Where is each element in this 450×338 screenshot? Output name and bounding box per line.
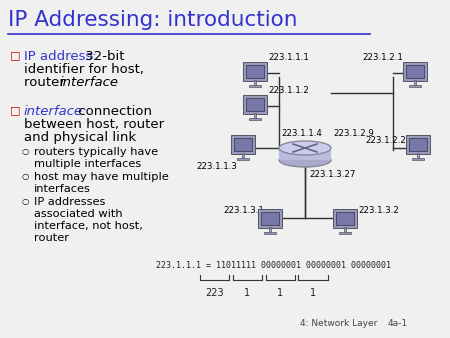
Text: interface, not host,: interface, not host, (34, 221, 143, 231)
FancyBboxPatch shape (243, 62, 267, 81)
Text: identifier for host,: identifier for host, (24, 63, 144, 76)
Text: 223.1.2.9: 223.1.2.9 (333, 129, 374, 138)
Text: 223.1.1.1: 223.1.1.1 (268, 53, 309, 62)
Bar (254, 80, 256, 85)
Bar (412, 158, 424, 160)
Text: ○: ○ (22, 197, 29, 206)
Text: routers typically have: routers typically have (34, 147, 158, 157)
FancyBboxPatch shape (231, 135, 255, 154)
Text: IP addresses: IP addresses (34, 197, 105, 207)
Text: 1: 1 (244, 288, 250, 298)
FancyBboxPatch shape (261, 212, 279, 225)
Text: multiple interfaces: multiple interfaces (34, 159, 141, 169)
Text: 1: 1 (310, 288, 316, 298)
Bar (237, 158, 249, 160)
Text: □: □ (10, 105, 21, 115)
Bar (242, 153, 244, 158)
Bar (409, 85, 421, 87)
Bar (414, 80, 416, 85)
Bar (339, 232, 351, 234)
FancyBboxPatch shape (246, 65, 264, 78)
Text: IP Addressing: introduction: IP Addressing: introduction (8, 10, 297, 30)
FancyBboxPatch shape (258, 209, 282, 228)
Text: 32-bit: 32-bit (81, 50, 125, 63)
FancyBboxPatch shape (336, 212, 354, 225)
FancyBboxPatch shape (234, 138, 252, 151)
Text: 1: 1 (277, 288, 283, 298)
Text: 223.1.1.4: 223.1.1.4 (281, 129, 322, 138)
Text: connection: connection (74, 105, 152, 118)
Text: 223: 223 (205, 288, 224, 298)
Bar (254, 113, 256, 118)
Text: router: router (24, 76, 69, 89)
Text: 223.1.3.2: 223.1.3.2 (358, 206, 399, 215)
Bar (249, 118, 261, 120)
Text: 223.1.1.1 = 11011111 00000001 00000001 00000001: 223.1.1.1 = 11011111 00000001 00000001 0… (156, 261, 391, 270)
Text: ○: ○ (22, 172, 29, 181)
Text: interface: interface (60, 76, 119, 89)
Bar (279, 148, 331, 160)
Bar (344, 227, 346, 232)
FancyBboxPatch shape (406, 65, 424, 78)
Text: router: router (34, 233, 69, 243)
Text: 4: Network Layer: 4: Network Layer (300, 319, 378, 328)
Text: 4a-1: 4a-1 (388, 319, 408, 328)
Text: 223.1.3.27: 223.1.3.27 (309, 170, 356, 179)
FancyBboxPatch shape (406, 135, 430, 154)
Text: associated with: associated with (34, 209, 122, 219)
Text: and physical link: and physical link (24, 131, 136, 144)
Text: 223.1.1.2: 223.1.1.2 (268, 86, 309, 95)
Bar (417, 153, 419, 158)
Text: 223.1.2.2: 223.1.2.2 (365, 136, 406, 145)
Text: between host, router: between host, router (24, 118, 164, 131)
Ellipse shape (279, 141, 331, 155)
Bar (264, 232, 276, 234)
Text: IP address:: IP address: (24, 50, 97, 63)
FancyBboxPatch shape (403, 62, 427, 81)
Text: 223.1.1.3: 223.1.1.3 (196, 162, 237, 171)
Text: 223.1.3.1: 223.1.3.1 (223, 206, 264, 215)
Text: interfaces: interfaces (34, 184, 91, 194)
Text: 223.1.2.1: 223.1.2.1 (362, 53, 403, 62)
Text: host may have multiple: host may have multiple (34, 172, 169, 182)
Bar (269, 227, 271, 232)
FancyBboxPatch shape (409, 138, 427, 151)
Text: ○: ○ (22, 147, 29, 156)
Ellipse shape (279, 153, 331, 167)
Text: interface:: interface: (24, 105, 87, 118)
Text: □: □ (10, 50, 21, 60)
FancyBboxPatch shape (333, 209, 357, 228)
Bar (249, 85, 261, 87)
FancyBboxPatch shape (246, 98, 264, 111)
FancyBboxPatch shape (243, 95, 267, 114)
